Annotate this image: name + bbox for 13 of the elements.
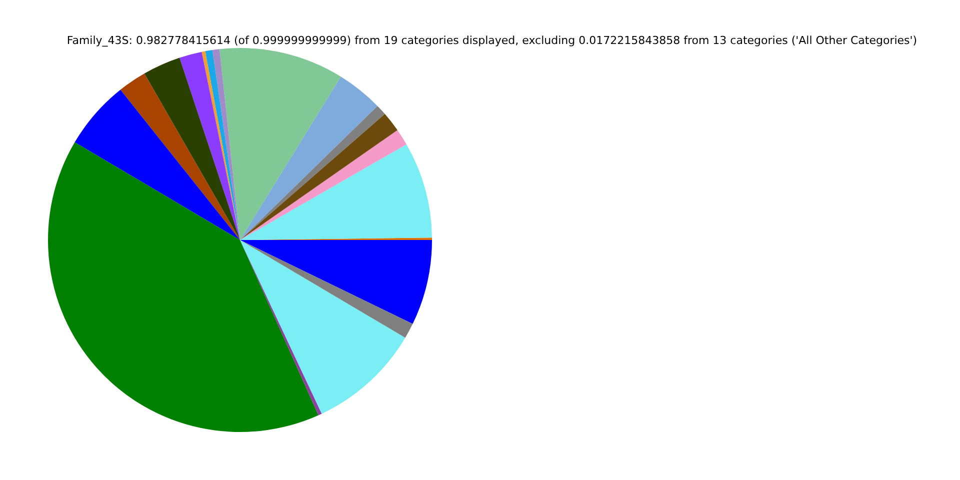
pie-slice <box>180 52 240 240</box>
pie-slice <box>240 76 378 240</box>
pie-slice <box>120 74 240 240</box>
text: Family_43S: 0.982778415614 (of 0.999999999999) from 19 categories displayed, excluding 0.0172215843858 from 13 categories ('All Other Categories') <box>66 34 918 47</box>
pie-slice <box>144 58 240 240</box>
pie-slice <box>240 130 406 240</box>
pie-slice <box>220 48 341 240</box>
pie-slice <box>240 240 432 324</box>
pie-slice <box>48 142 318 432</box>
pie-slice <box>240 240 413 338</box>
pie-slice <box>212 49 240 240</box>
pie-slice <box>240 240 322 416</box>
pie-slice <box>74 90 240 240</box>
